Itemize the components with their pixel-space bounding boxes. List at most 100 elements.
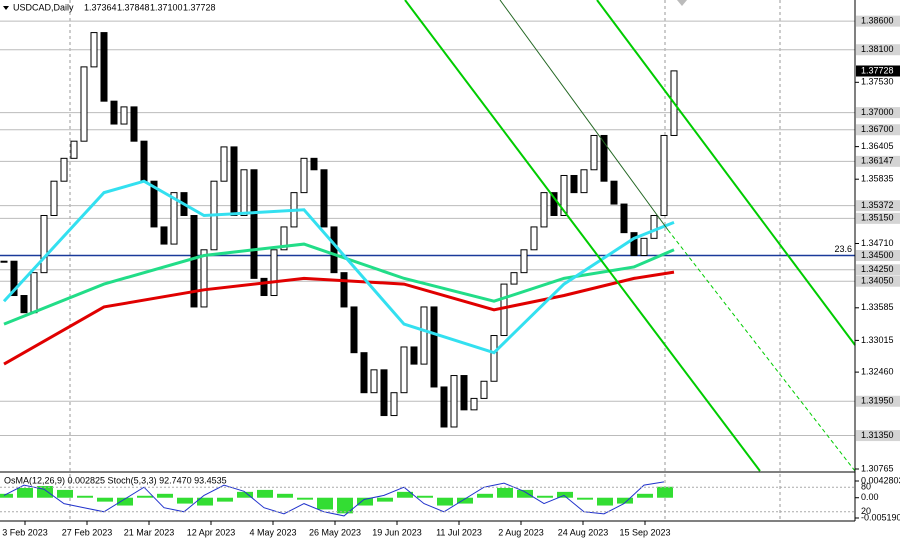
level-box: [856, 155, 900, 167]
candle: [260, 277, 268, 297]
symbol: USDCAD,Daily: [13, 2, 74, 12]
stoch-tick-label: 20: [861, 506, 871, 516]
candle: [20, 295, 28, 314]
candle: [580, 169, 588, 194]
y-tick-label: 1.33585: [861, 302, 894, 312]
level-label: 1.36147: [861, 156, 894, 166]
candle: [440, 386, 448, 428]
candle: [300, 157, 308, 194]
level-label: 1.31350: [861, 430, 894, 440]
channel-lines: [404, 0, 856, 472]
x-tick-label: 2 Aug 2023: [498, 527, 544, 537]
x-tick-label: 15 Sep 2023: [619, 527, 670, 537]
candle: [280, 226, 288, 251]
candle: [560, 174, 568, 216]
osma-bar: [537, 495, 553, 498]
candle: [570, 174, 578, 194]
x-tick-label: 12 Apr 2023: [187, 527, 236, 537]
level-box: [856, 264, 900, 276]
menu-arrow[interactable]: [3, 6, 9, 10]
candle: [50, 180, 58, 216]
level-label: 1.34050: [861, 276, 894, 286]
osma-bar: [517, 489, 533, 498]
candle: [130, 106, 138, 142]
osma-bar: [357, 497, 373, 506]
x-tick-label: 4 May 2023: [249, 527, 296, 537]
level-label: 1.31950: [861, 396, 894, 406]
osma-bar: [457, 497, 473, 504]
channel-line: [596, 0, 856, 346]
candle: [490, 335, 498, 382]
channel-line: [404, 0, 761, 472]
candle: [70, 140, 78, 159]
osma-bar: [217, 497, 233, 502]
candle: [340, 272, 348, 308]
candle: [520, 249, 528, 274]
level-label: 1.37000: [861, 107, 894, 117]
candle: [100, 32, 108, 102]
osc-tick-label: 0.00: [861, 492, 879, 502]
y-tick-label: 1.36405: [861, 141, 894, 151]
x-tick-label: 3 Feb 2023: [2, 527, 48, 537]
candle: [40, 214, 48, 274]
level-box: [856, 430, 900, 442]
y-tick-label: 1.34710: [861, 238, 894, 248]
y-tick-label: 1.35835: [861, 174, 894, 184]
level-label: 1.34500: [861, 250, 894, 260]
level-label: 1.34250: [861, 264, 894, 274]
candle: [80, 66, 88, 142]
osma-bar: [657, 486, 673, 498]
osma-bar: [197, 497, 213, 506]
level-label: 1.35150: [861, 213, 894, 223]
candle: [630, 232, 638, 257]
level-box: [856, 212, 900, 224]
candle: [150, 180, 158, 228]
candle: [380, 369, 388, 417]
candle: [90, 32, 98, 68]
fib-label: 23.6: [834, 244, 852, 254]
level-box: [856, 44, 900, 56]
candle: [230, 146, 238, 216]
candle: [500, 283, 508, 337]
candle: [530, 226, 538, 251]
osc-tick-label: -0.0051905: [861, 512, 900, 522]
candle: [470, 397, 478, 411]
ohlc-close: 1.37728: [183, 2, 216, 12]
level-box: [856, 250, 900, 262]
trend-line: [667, 229, 856, 472]
candle: [160, 226, 168, 245]
osma-bar: [417, 495, 433, 498]
x-tick-label: 27 Feb 2023: [62, 527, 113, 537]
osc-tick-label: 0.0042803: [861, 475, 900, 485]
osma-bar: [337, 497, 353, 514]
candle: [450, 375, 458, 428]
osma-bar: [157, 493, 173, 498]
candle: [270, 249, 278, 297]
osma-bar: [237, 491, 253, 498]
y-tick-label: 1.32460: [861, 366, 894, 376]
candle: [650, 214, 658, 239]
candle: [430, 306, 438, 388]
candle: [200, 249, 208, 308]
osma-bar: [17, 487, 33, 498]
level-box: [856, 200, 900, 212]
osma-bar: [137, 495, 153, 498]
osma-bar: [497, 487, 513, 498]
candle: [10, 260, 18, 297]
candle: [60, 157, 68, 182]
osma-bar: [77, 495, 93, 498]
osma-bar: [637, 493, 653, 498]
osma-bar: [437, 497, 453, 506]
y-tick-label: 1.30765: [861, 463, 894, 473]
osma-bar: [557, 491, 573, 498]
x-tick-label: 26 May 2023: [309, 527, 361, 537]
candle: [590, 134, 598, 171]
candle: [0, 260, 8, 263]
osma-bar: [317, 497, 333, 510]
osma-bar: [597, 497, 613, 506]
candle: [250, 169, 258, 279]
candle: [120, 106, 128, 125]
candle: [510, 272, 518, 285]
levels: [0, 20, 855, 437]
